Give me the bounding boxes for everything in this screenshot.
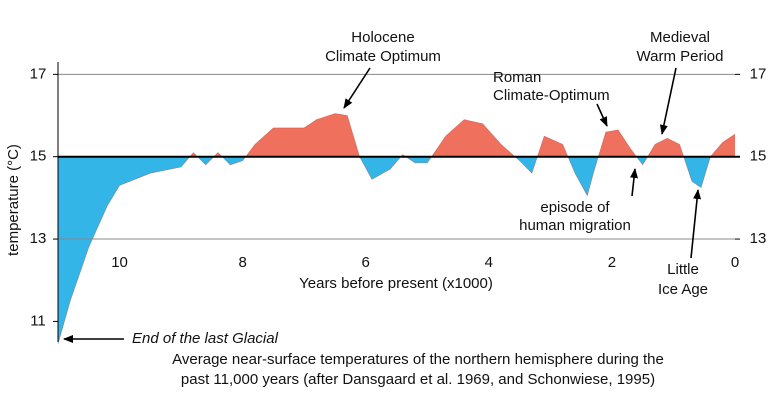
annotation: Climate Optimum — [325, 48, 441, 65]
annotation-arrow — [690, 189, 702, 259]
area-below — [58, 156, 735, 345]
annotation-arrow — [596, 103, 608, 127]
y-axis-label: temperature (°C) — [5, 144, 22, 256]
x-tick-label: 4 — [485, 254, 493, 271]
y2-tick-label: 13 — [750, 230, 767, 247]
y2-tick-label: 17 — [750, 65, 767, 82]
x-tick-label: 10 — [111, 254, 128, 271]
annotation: Little — [667, 261, 699, 278]
area-above — [189, 113, 735, 157]
y-tick-label: 17 — [30, 65, 47, 82]
x-tick-label: 2 — [608, 254, 616, 271]
annotation: Medieval — [650, 29, 710, 46]
x-axis-label: Years before present (x1000) — [299, 275, 493, 292]
x-tick-label: 8 — [238, 254, 246, 271]
annotation: human migration — [519, 217, 631, 234]
x-tick-label: 6 — [362, 254, 370, 271]
annotation: Warm Period — [637, 48, 724, 65]
annotation-arrow — [343, 67, 371, 109]
annotation: episode of — [540, 199, 610, 216]
annotation-arrow — [630, 168, 638, 197]
y-tick-label: 11 — [30, 312, 46, 329]
annotation-arrow — [659, 67, 677, 135]
annotation: Holocene — [351, 29, 414, 46]
annotation: Roman — [493, 69, 541, 86]
annotation: Climate-Optimum — [493, 87, 610, 104]
annotation: End of the last Glacial — [132, 330, 279, 347]
y-tick-label: 15 — [30, 148, 47, 165]
y2-tick-label: 15 — [750, 148, 767, 165]
caption-line: past 11,000 years (after Dansgaard et al… — [181, 371, 655, 388]
area-outline — [57, 113, 736, 345]
y-tick-label: 13 — [30, 230, 47, 247]
annotation: Ice Age — [658, 281, 708, 298]
caption-line: Average near-surface temperatures of the… — [172, 351, 664, 368]
x-tick-label: 0 — [731, 254, 739, 271]
